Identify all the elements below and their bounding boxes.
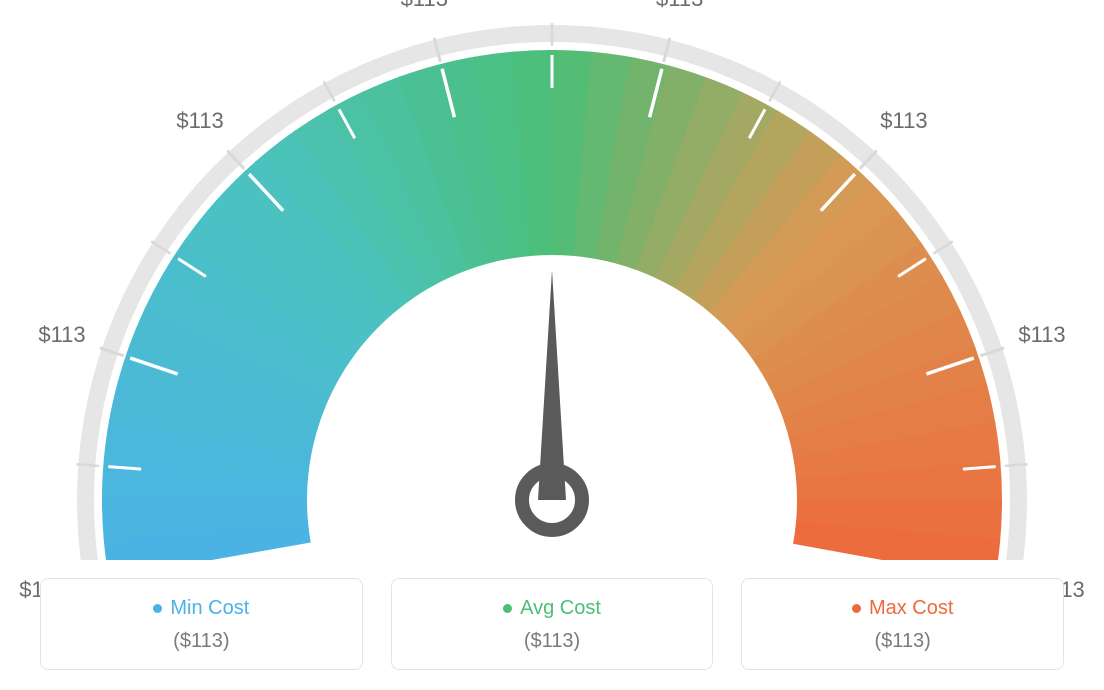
gauge-tick-label: $113	[176, 108, 223, 134]
legend-label-min: Min Cost	[170, 597, 249, 620]
legend-card-min: Min Cost ($113)	[40, 578, 363, 670]
gauge-tick-label: $113	[401, 0, 448, 12]
gauge-tick-label: $113	[1018, 322, 1065, 348]
gauge-tick-label: $113	[656, 0, 703, 12]
dot-max	[852, 604, 861, 613]
legend-row: Min Cost ($113) Avg Cost ($113) Max Cost…	[40, 578, 1064, 670]
dot-avg	[503, 604, 512, 613]
legend-label-avg: Avg Cost	[520, 597, 601, 620]
legend-card-max: Max Cost ($113)	[741, 578, 1064, 670]
legend-title-max: Max Cost	[852, 597, 953, 620]
dot-min	[153, 604, 162, 613]
gauge-tick-label: $113	[38, 322, 85, 348]
legend-value-max: ($113)	[752, 630, 1053, 653]
legend-title-avg: Avg Cost	[503, 597, 601, 620]
legend-value-min: ($113)	[51, 630, 352, 653]
legend-label-max: Max Cost	[869, 597, 953, 620]
gauge-container: $113$113$113$113$113$113$113$113	[0, 0, 1104, 560]
gauge-tick-label: $113	[880, 108, 927, 134]
legend-title-min: Min Cost	[153, 597, 249, 620]
legend-value-avg: ($113)	[402, 630, 703, 653]
gauge-svg	[0, 0, 1104, 560]
legend-card-avg: Avg Cost ($113)	[391, 578, 714, 670]
